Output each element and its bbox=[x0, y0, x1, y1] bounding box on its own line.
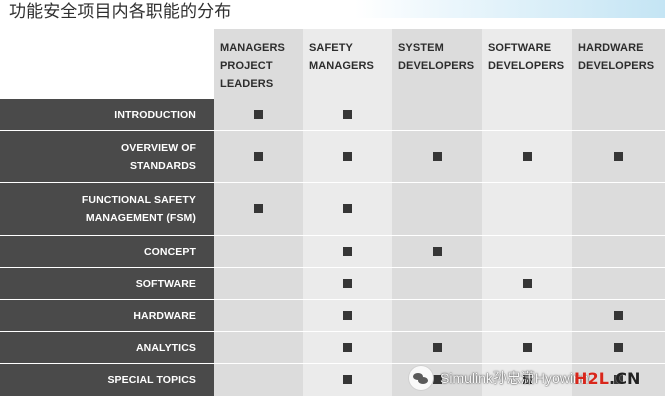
table-cell bbox=[303, 268, 392, 300]
table-cell bbox=[303, 131, 392, 183]
table-cell bbox=[214, 131, 303, 183]
table-cell bbox=[303, 332, 392, 364]
table-cell bbox=[392, 236, 482, 268]
table-cell bbox=[572, 131, 665, 183]
row-label-functional-safety-management: FUNCTIONAL SAFETY MANAGEMENT (FSM) bbox=[0, 183, 214, 236]
table-cell bbox=[303, 99, 392, 131]
row-label-analytics: ANALYTICS bbox=[0, 332, 214, 364]
row-label-concept: CONCEPT bbox=[0, 236, 214, 268]
row-label-special-topics: SPECIAL TOPICS bbox=[0, 364, 214, 396]
table-cell bbox=[572, 236, 665, 268]
table-cell bbox=[572, 99, 665, 131]
table-row-software: SOFTWARE bbox=[0, 268, 665, 300]
coverage-mark bbox=[432, 375, 442, 385]
table-row-analytics: ANALYTICS bbox=[0, 332, 665, 364]
coverage-mark bbox=[614, 310, 623, 320]
table-cell bbox=[392, 268, 482, 300]
coverage-mark bbox=[522, 278, 532, 288]
table-cell bbox=[572, 332, 665, 364]
table-cell bbox=[482, 99, 572, 131]
brand-logo: H2L .CN bbox=[574, 368, 659, 390]
coverage-mark bbox=[254, 204, 263, 214]
coverage-mark bbox=[254, 109, 263, 119]
coverage-mark bbox=[614, 375, 623, 385]
table-row-introduction: INTRODUCTION bbox=[0, 99, 665, 131]
row-label-hardware: HARDWARE bbox=[0, 300, 214, 332]
table-cell bbox=[572, 183, 665, 236]
table-cell bbox=[214, 332, 303, 364]
column-header-hardware-developers: HARDWARE DEVELOPERS bbox=[572, 29, 665, 99]
coverage-mark bbox=[522, 151, 532, 161]
table-cell bbox=[482, 268, 572, 300]
table-cell bbox=[214, 183, 303, 236]
account-watermark: Simulink孙忠潇Hyowinner bbox=[408, 360, 665, 396]
column-header-system-developers: SYSTEM DEVELOPERS bbox=[392, 29, 482, 99]
coverage-mark bbox=[343, 278, 352, 288]
table-cell bbox=[572, 300, 665, 332]
brand-logo-cn: .CN bbox=[609, 369, 641, 388]
coverage-mark bbox=[343, 151, 352, 161]
header-gradient bbox=[355, 0, 665, 18]
table-cell bbox=[303, 300, 392, 332]
coverage-mark bbox=[343, 109, 352, 119]
table-row-overview-of-standards: OVERVIEW OF STANDARDS bbox=[0, 131, 665, 183]
table-row-special-topics: SPECIAL TOPICS bbox=[0, 364, 665, 396]
coverage-mark bbox=[522, 375, 532, 385]
coverage-mark bbox=[614, 151, 623, 161]
coverage-mark bbox=[522, 342, 532, 352]
table-row-hardware: HARDWARE bbox=[0, 300, 665, 332]
brand-logo-h2l: H2L bbox=[574, 369, 610, 388]
table-cell bbox=[392, 183, 482, 236]
table-corner bbox=[0, 29, 214, 99]
table-cell bbox=[392, 300, 482, 332]
coverage-mark bbox=[343, 310, 352, 320]
coverage-mark bbox=[343, 342, 352, 352]
row-label-introduction: INTRODUCTION bbox=[0, 99, 214, 131]
role-coverage-table: MANAGERS PROJECT LEADERS SAFETY MANAGERS… bbox=[0, 29, 665, 396]
table-cell bbox=[303, 364, 392, 396]
coverage-mark bbox=[432, 342, 442, 352]
table-cell bbox=[214, 99, 303, 131]
table-cell bbox=[214, 364, 303, 396]
table-cell bbox=[214, 300, 303, 332]
table-cell bbox=[392, 364, 482, 396]
table-cell bbox=[392, 332, 482, 364]
table-cell bbox=[482, 332, 572, 364]
coverage-mark bbox=[343, 375, 352, 385]
table-cell bbox=[482, 300, 572, 332]
row-label-overview-of-standards: OVERVIEW OF STANDARDS bbox=[0, 131, 214, 183]
table-cell bbox=[482, 236, 572, 268]
table-cell bbox=[392, 131, 482, 183]
table-cell bbox=[392, 99, 482, 131]
wechat-icon bbox=[408, 365, 434, 391]
table-cell bbox=[214, 236, 303, 268]
column-header-software-developers: SOFTWARE DEVELOPERS bbox=[482, 29, 572, 99]
page-title: 功能安全项目内各职能的分布 bbox=[9, 2, 232, 22]
column-header-managers-project-leaders: MANAGERS PROJECT LEADERS bbox=[214, 29, 303, 99]
coverage-mark bbox=[343, 204, 352, 214]
table-row-concept: CONCEPT bbox=[0, 236, 665, 268]
table-row-functional-safety-management: FUNCTIONAL SAFETY MANAGEMENT (FSM) bbox=[0, 183, 665, 236]
table-cell bbox=[482, 131, 572, 183]
table-cell bbox=[214, 268, 303, 300]
table-cell bbox=[482, 364, 572, 396]
watermark-handle: Simulink孙忠潇Hyowinner bbox=[440, 370, 590, 386]
table-cell bbox=[303, 236, 392, 268]
coverage-mark bbox=[614, 342, 623, 352]
table-cell bbox=[572, 364, 665, 396]
coverage-mark bbox=[343, 246, 352, 256]
table-cell bbox=[482, 183, 572, 236]
table-cell bbox=[303, 183, 392, 236]
column-header-safety-managers: SAFETY MANAGERS bbox=[303, 29, 392, 99]
row-label-software: SOFTWARE bbox=[0, 268, 214, 300]
coverage-mark bbox=[432, 151, 442, 161]
table-cell bbox=[572, 268, 665, 300]
coverage-mark bbox=[432, 246, 442, 256]
coverage-mark bbox=[254, 151, 263, 161]
